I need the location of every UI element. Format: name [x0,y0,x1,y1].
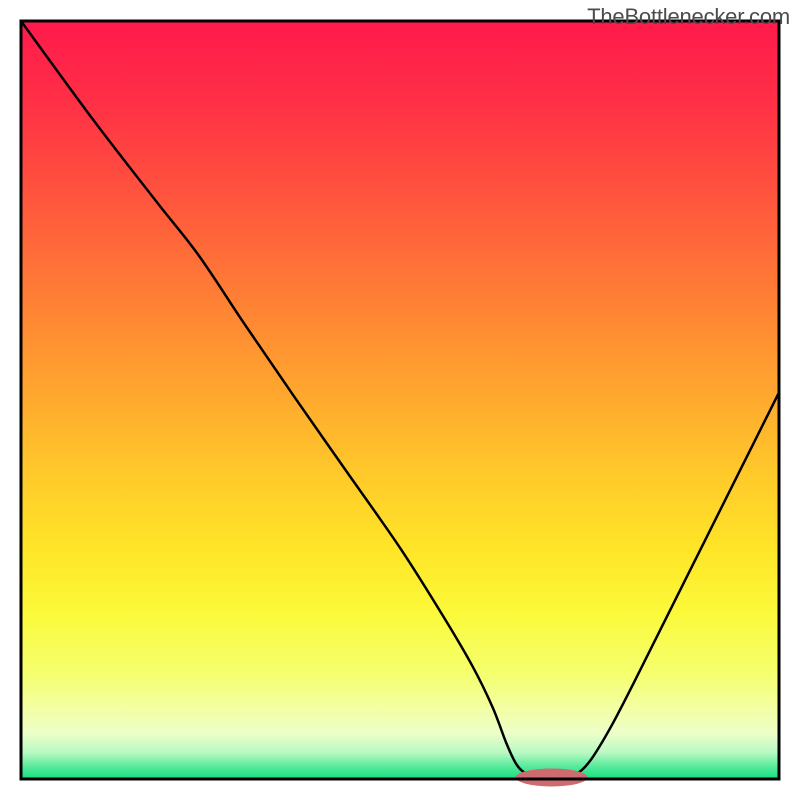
optimum-marker [516,768,588,786]
chart-container: TheBottlenecker.com [0,0,800,800]
plot-background [21,21,779,779]
bottleneck-chart [0,0,800,800]
attribution-label: TheBottlenecker.com [587,4,790,30]
